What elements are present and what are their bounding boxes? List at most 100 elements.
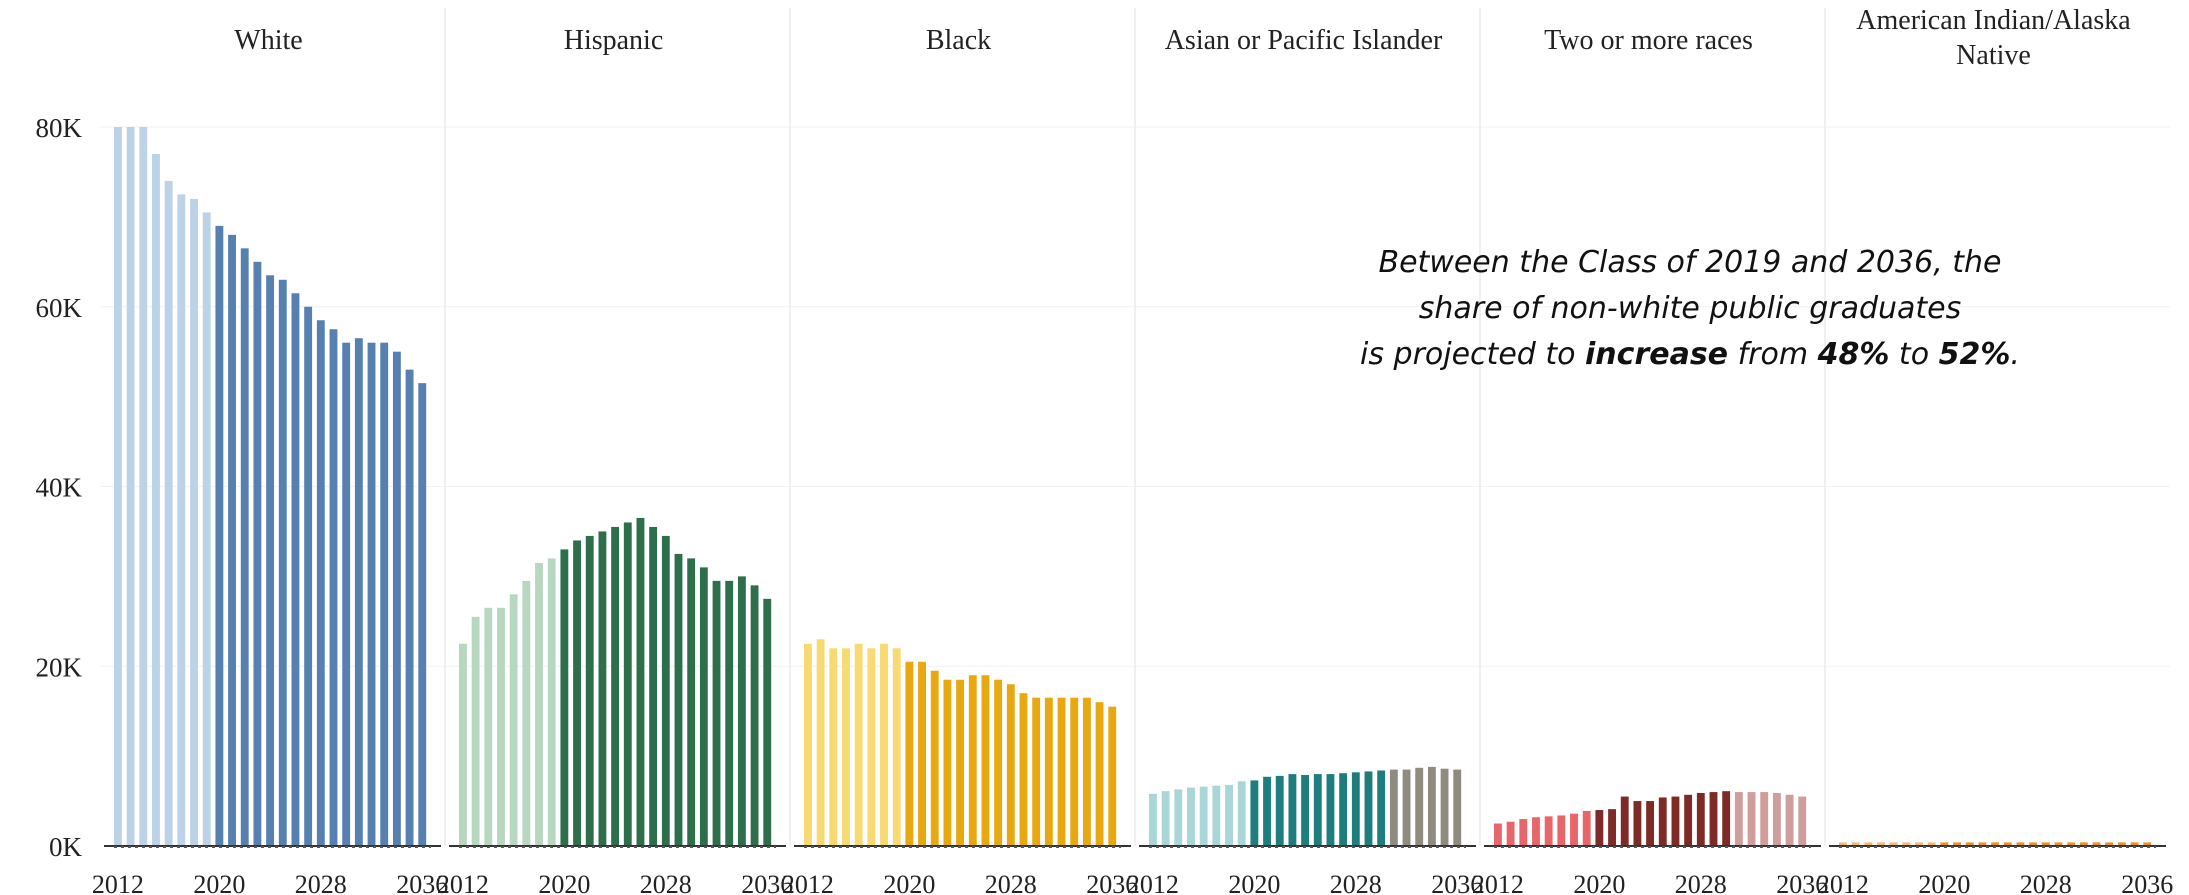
bar	[2029, 842, 2038, 846]
bar	[1684, 794, 1693, 846]
bar	[918, 661, 926, 846]
bar	[304, 306, 313, 846]
bar	[497, 607, 505, 846]
x-tick-label: 2020	[538, 870, 590, 895]
bar	[1108, 706, 1117, 846]
bar	[1747, 792, 1756, 846]
bar	[2003, 842, 2012, 846]
bar	[1044, 697, 1053, 846]
bar	[930, 670, 939, 846]
bar	[804, 643, 812, 846]
panel-title: Asian or Pacific Islander	[1165, 25, 1443, 56]
bar	[1237, 781, 1246, 846]
bar	[1889, 842, 1898, 846]
bar	[1057, 697, 1066, 846]
bar	[1785, 794, 1794, 846]
annotation-text: is projected to	[1360, 337, 1586, 372]
bar	[392, 351, 401, 846]
bar	[471, 616, 480, 846]
bar	[763, 598, 772, 846]
bar	[636, 517, 645, 846]
bar	[1734, 792, 1743, 846]
x-tick-label: 2020	[883, 870, 935, 895]
bar	[674, 553, 683, 846]
bar	[725, 580, 734, 846]
x-tick-label: 2036	[2121, 870, 2173, 895]
bar	[278, 279, 287, 847]
bar	[699, 567, 708, 846]
y-tick-label: 60K	[36, 293, 83, 323]
bar	[1544, 816, 1553, 846]
bar	[712, 580, 721, 846]
bar	[1006, 684, 1015, 846]
bar	[854, 643, 863, 846]
bar	[750, 585, 759, 846]
bar	[1275, 775, 1284, 846]
bar	[1019, 693, 1028, 846]
bar	[623, 522, 632, 846]
bar	[1620, 796, 1629, 846]
bar	[1991, 842, 2000, 846]
annotation-emphasis: increase	[1585, 337, 1729, 372]
annotation-line-3: is projected to increase from 48% to 52%…	[1290, 332, 2090, 378]
x-tick-label: 2012	[1472, 870, 1524, 895]
bar	[2079, 842, 2088, 846]
bar	[829, 648, 838, 846]
bar	[126, 127, 135, 846]
annotation-emphasis: 52%	[1938, 337, 2011, 372]
bar	[1199, 786, 1208, 846]
bar	[1095, 702, 1104, 846]
bar	[1953, 842, 1961, 846]
bar	[418, 383, 427, 846]
bar	[190, 198, 198, 846]
bar	[816, 639, 825, 846]
bar	[1633, 801, 1642, 846]
panel-title: Two or more races	[1544, 25, 1753, 56]
bar	[1877, 842, 1885, 846]
x-tick-label: 2028	[1330, 870, 1382, 895]
bar	[1364, 771, 1373, 846]
bar	[1582, 810, 1591, 846]
bar	[2041, 842, 2050, 846]
annotation-emphasis: 48%	[1817, 337, 1890, 372]
bar	[2130, 842, 2139, 846]
bar	[240, 248, 249, 847]
x-tick-label: 2012	[1817, 870, 1869, 895]
x-tick-label: 2036	[1431, 870, 1483, 895]
bar	[547, 558, 556, 846]
bar	[152, 153, 160, 846]
bar	[1851, 842, 1860, 846]
bar	[1187, 787, 1195, 846]
bar	[598, 531, 607, 846]
bar	[380, 342, 389, 846]
bar	[585, 535, 594, 846]
bar	[1453, 769, 1462, 846]
bar	[1415, 767, 1424, 846]
annotation-line-2: share of non-white public graduates	[1418, 291, 1962, 326]
bar	[316, 320, 325, 846]
bar	[535, 562, 543, 846]
bar	[1313, 774, 1322, 846]
x-tick-label: 2012	[1127, 870, 1179, 895]
bar	[1174, 789, 1183, 846]
x-tick-label: 2036	[1776, 870, 1828, 895]
bar	[1427, 766, 1436, 846]
panel-title: White	[234, 25, 302, 56]
panel-title: Black	[926, 25, 991, 56]
bar	[1839, 842, 1847, 846]
bar	[1915, 842, 1923, 846]
bar	[687, 558, 696, 846]
chart-annotation: Between the Class of 2019 and 2036, the …	[1290, 240, 2090, 378]
bar	[228, 234, 236, 847]
bar	[139, 127, 148, 846]
bar	[1570, 813, 1578, 846]
bar	[164, 180, 173, 847]
bar	[1557, 815, 1566, 846]
bar	[956, 679, 965, 846]
bar	[905, 661, 914, 846]
bar	[867, 648, 876, 846]
y-tick-label: 20K	[36, 652, 83, 682]
bar	[509, 594, 518, 846]
annotation-text: .	[2010, 337, 2020, 372]
